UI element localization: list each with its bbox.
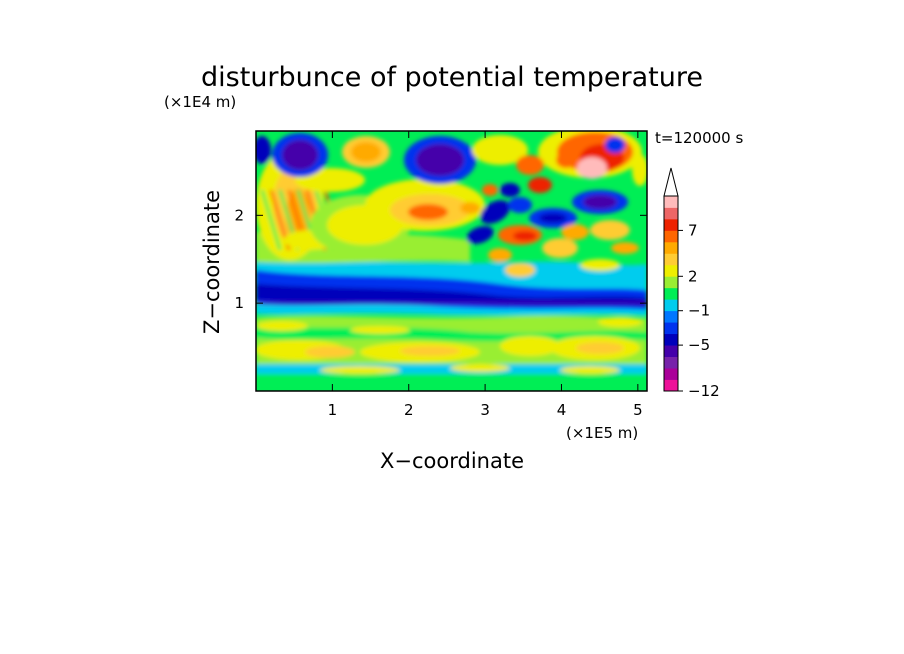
- field-patch-10: [305, 346, 355, 358]
- field-patch-21: [598, 317, 642, 327]
- colorbar-tick-label-3: 2: [688, 267, 698, 285]
- chart-title: disturbunce of potential temperature: [201, 62, 703, 93]
- field-patch-12: [400, 346, 460, 356]
- colorbar-bin-10: [664, 264, 678, 277]
- field-patch-7: [256, 302, 647, 304]
- field-patch-47: [472, 135, 528, 165]
- colorbar-bin-3: [664, 345, 678, 357]
- field-patch-63: [460, 202, 480, 214]
- field-patch-52: [556, 152, 576, 168]
- colorbar-tick-label-1: −5: [688, 336, 710, 354]
- field-patch-18: [560, 366, 620, 374]
- colorbar-extend-arrow: [663, 167, 679, 197]
- field-patch-0: [256, 372, 647, 391]
- y-unit-label: (×1E4 m): [164, 93, 236, 111]
- field-patch-17: [450, 364, 510, 372]
- x-tick-label-1: 2: [404, 401, 414, 419]
- colorbar-bin-16: [664, 196, 678, 208]
- field-patch-19: [256, 321, 308, 331]
- field-patch-64: [482, 184, 498, 196]
- field-patch-25: [260, 189, 282, 251]
- colorbar: −12−5−127: [663, 167, 720, 400]
- field-patch-20: [350, 326, 410, 334]
- field-patch-40: [351, 142, 381, 162]
- field-patch-72: [632, 154, 647, 186]
- field-patch-73: [611, 242, 639, 254]
- colorbar-bin-1: [664, 368, 678, 380]
- field-patch-54: [516, 155, 544, 175]
- colorbar-bin-15: [664, 207, 678, 220]
- colorbar-bin-7: [664, 299, 678, 312]
- colorbar-tick-label-4: 7: [688, 221, 698, 239]
- field-patch-44: [408, 204, 448, 220]
- field-patch-16: [320, 366, 400, 374]
- field-patch-13: [500, 336, 560, 356]
- colorbar-bin-8: [664, 287, 678, 300]
- colorbar-bin-12: [664, 241, 678, 254]
- x-tick-label-2: 3: [480, 401, 490, 419]
- field-patch-58: [508, 197, 532, 213]
- field-patch-15: [576, 342, 624, 354]
- field-patch-60: [583, 195, 617, 209]
- x-tick-label-3: 4: [557, 401, 567, 419]
- colorbar-bin-0: [664, 379, 678, 392]
- field-patch-46: [416, 144, 464, 176]
- colorbar-bin-2: [664, 356, 678, 369]
- field-patch-41: [256, 136, 271, 164]
- field-patch-55: [528, 177, 552, 193]
- field-patch-51: [577, 157, 607, 179]
- colorbar-tick-label-2: −1: [688, 302, 710, 320]
- field-patch-75: [580, 259, 620, 271]
- field-patch-62: [539, 213, 567, 223]
- colorbar-bin-13: [664, 230, 678, 243]
- field-patch-56: [500, 183, 520, 197]
- field-patch-74: [505, 263, 535, 277]
- colorbar-bin-14: [664, 218, 678, 231]
- colorbar-bin-4: [664, 333, 678, 346]
- colorbar-bin-9: [664, 276, 678, 289]
- x-axis-label: X−coordinate: [380, 449, 524, 473]
- x-tick-label-4: 5: [633, 401, 643, 419]
- field-patch-53: [605, 137, 625, 153]
- y-axis-label: Z−coordinate: [200, 190, 224, 334]
- plot-area: [256, 131, 647, 391]
- x-tick-label-0: 1: [328, 401, 338, 419]
- field-patch-66: [513, 231, 537, 241]
- field-patch-70: [542, 238, 578, 258]
- x-axis: 1 2 3 4 5: [328, 131, 643, 419]
- colorbar-bin-11: [664, 253, 678, 266]
- colorbar-tick-label-0: −12: [688, 382, 720, 400]
- field-patch-6: [256, 284, 647, 306]
- temperature-field: [256, 131, 647, 391]
- field-patch-68: [590, 220, 630, 240]
- field-patch-57: [480, 200, 510, 224]
- x-unit-label: (×1E5 m): [566, 424, 638, 442]
- y-tick-label-1: 2: [234, 206, 244, 224]
- colorbar-bin-6: [664, 310, 678, 323]
- time-label: t=120000 s: [655, 129, 743, 147]
- colorbar-bin-5: [664, 322, 678, 335]
- field-patch-69: [466, 226, 494, 244]
- field-patch-67: [561, 224, 589, 240]
- colorbar-frame: [663, 195, 679, 392]
- plot-frame: [255, 130, 648, 392]
- y-axis: 12: [234, 206, 647, 312]
- field-patch-38: [282, 140, 318, 170]
- field-patch-71: [488, 248, 512, 262]
- y-tick-label-0: 1: [234, 294, 244, 312]
